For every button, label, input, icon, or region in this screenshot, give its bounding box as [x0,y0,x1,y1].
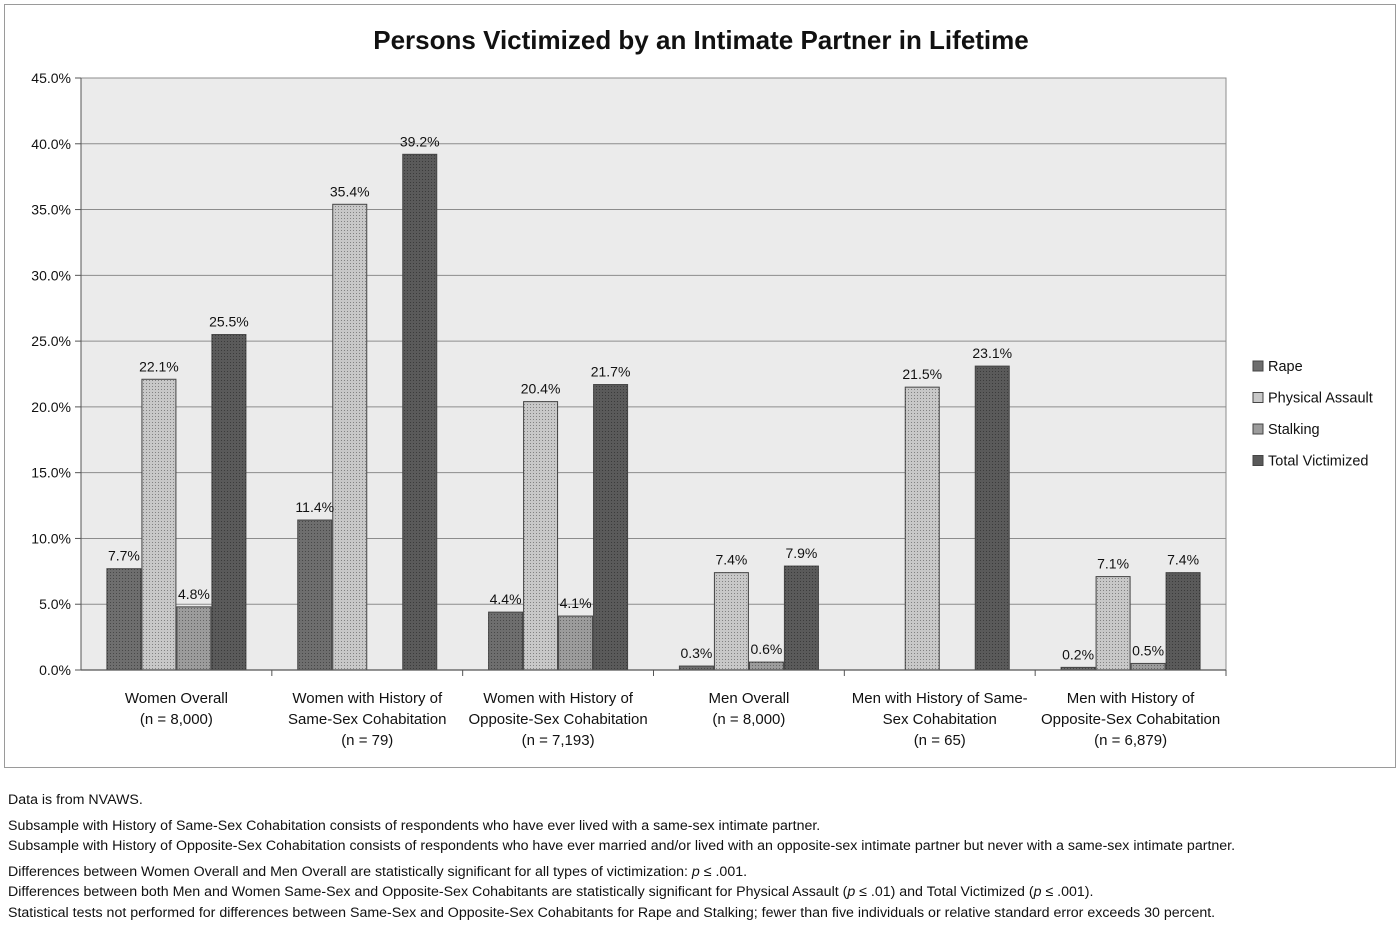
legend-swatch [1252,455,1264,466]
bar-value-label: 4.1% [560,595,592,611]
x-category-label: Women with History of [292,690,443,707]
p-symbol: p [691,863,700,880]
bar-texture [211,334,246,670]
bar-texture [749,662,784,670]
note-text: ≤ .01) and Total Victimized ( [855,884,1034,900]
chart-title: Persons Victimized by an Intimate Partne… [373,25,1028,55]
legend-swatch [1252,423,1264,435]
y-tick-label: 40.0% [31,136,71,152]
bar-texture [1166,572,1201,670]
bar-value-label: 0.2% [1062,646,1094,662]
note-text: ≤ .001. [699,863,748,880]
bar-value-label: 7.1% [1097,556,1129,572]
bar-value-label: 7.4% [715,552,747,568]
bar-value-label: 25.5% [209,314,249,330]
note-text: ≤ .001). [1041,884,1094,900]
y-tick-label: 15.0% [31,465,71,481]
y-tick-label: 35.0% [31,202,71,218]
legend-swatch [1252,360,1264,372]
chart-notes: Data is from NVAWS. Subsample with Histo… [8,790,1398,923]
y-tick-label: 10.0% [31,530,71,546]
note-opposite-sex-definition: Subsample with History of Opposite-Sex C… [8,838,1236,854]
bar-value-label: 35.4% [330,183,370,199]
note-difference-cohabitants: Differences between both Men and Women S… [8,882,1398,903]
bar-texture [679,666,714,670]
x-category-label: Sex Cohabitation [883,711,997,728]
x-category-label: Women with History of [483,690,634,707]
x-category-label: (n = 8,000) [712,711,785,728]
bar-value-label: 4.8% [178,586,210,602]
bar-texture [905,387,940,670]
legend-label: Physical Assault [1268,391,1373,407]
y-tick-label: 45.0% [31,70,71,86]
bar-texture [106,568,141,670]
x-category-label: Men with History of Same- [852,690,1028,707]
bar-texture [1061,667,1096,670]
bar-value-label: 4.4% [490,591,522,607]
bar-value-label: 20.4% [521,381,561,397]
bar-texture [975,366,1010,670]
p-symbol: p [847,884,856,900]
bar-texture [402,154,437,670]
bar-value-label: 7.4% [1167,552,1199,568]
bar-value-label: 7.7% [108,548,140,564]
y-tick-label: 25.0% [31,333,71,349]
note-text: Differences between Women Overall and Me… [8,863,692,880]
x-category-label: (n = 7,193) [522,732,595,749]
x-category-label: (n = 6,879) [1094,732,1167,749]
x-category-label: Men Overall [708,690,789,707]
bar-texture [558,616,593,670]
bar-value-label: 7.9% [785,545,817,561]
x-category-label: Women Overall [125,690,228,707]
note-difference-women-men: Differences between Women Overall and Me… [8,862,1398,883]
bar-texture [523,401,558,670]
x-category-label: (n = 65) [914,732,966,749]
x-category-label: Men with History of [1067,690,1195,707]
bar-texture [488,612,523,670]
bar-value-label: 11.4% [295,499,334,515]
plot-area [80,77,1227,671]
x-category-label: Opposite-Sex Cohabitation [1041,711,1220,728]
bar-texture [297,520,332,670]
x-category-label: Same-Sex Cohabitation [288,711,446,728]
bar-texture [784,566,819,670]
bar-value-label: 22.1% [139,358,179,374]
bar-texture [141,379,176,670]
note-text: Differences between both Men and Women S… [8,884,848,900]
bar-texture [1131,663,1166,670]
bar-value-label: 39.2% [400,133,440,149]
bar-texture [593,384,628,670]
bar-texture [332,204,367,670]
y-tick-label: 5.0% [39,596,71,612]
bar-value-label: 21.5% [902,366,942,382]
y-tick-label: 20.0% [31,399,71,415]
p-symbol: p [1033,884,1042,900]
x-category-label: (n = 8,000) [140,711,213,728]
y-tick-label: 0.0% [39,662,71,678]
legend-label: Stalking [1268,422,1320,438]
y-tick-label: 30.0% [31,267,71,283]
bar-value-label: 21.7% [591,364,631,380]
bar-texture [176,606,211,670]
legend-swatch [1252,392,1264,403]
bar-texture [714,572,749,670]
bar-value-label: 0.5% [1132,642,1164,658]
bar-value-label: 0.6% [750,641,782,657]
legend-label: Total Victimized [1268,454,1368,470]
note-tests-not-performed: Statistical tests not performed for diff… [8,904,1216,921]
legend-label: Rape [1268,359,1303,375]
bar-chart: Persons Victimized by an Intimate Partne… [31,25,1373,749]
chart-frame: Persons Victimized by an Intimate Partne… [4,4,1396,768]
bar-value-label: 23.1% [972,345,1012,361]
bar-texture [1096,576,1131,670]
note-same-sex-definition: Subsample with History of Same-Sex Cohab… [8,817,821,834]
x-category-label: (n = 79) [341,732,393,749]
x-category-label: Opposite-Sex Cohabitation [468,711,647,728]
note-source: Data is from NVAWS. [8,792,143,808]
bar-value-label: 0.3% [680,645,712,661]
